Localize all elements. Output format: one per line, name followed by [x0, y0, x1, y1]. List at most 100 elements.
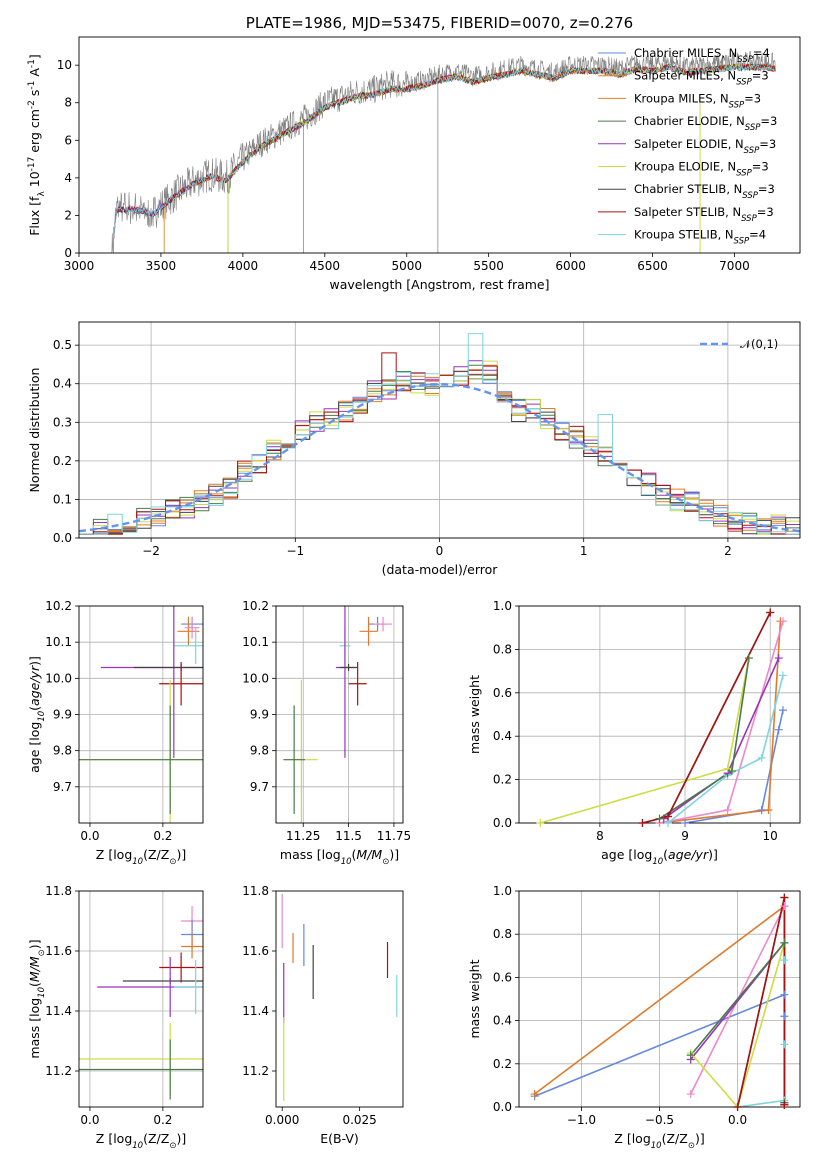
x-tick-label: 5000	[391, 259, 422, 273]
y-axis-label: Flux [fλ 10-17 erg cm-2 s-1 A-1]	[27, 54, 47, 236]
errorbar-point	[181, 934, 203, 959]
x-tick-label: 4000	[228, 259, 259, 273]
y-tick-label: 11.8	[242, 884, 269, 898]
legend-entry: Salpeter MILES, NSSP=3	[634, 69, 769, 88]
x-tick-label: 0	[436, 544, 444, 558]
normal-curve	[79, 382, 800, 533]
weight-marker	[733, 1103, 742, 1111]
errorbar-point	[348, 662, 367, 706]
weight-marker	[778, 706, 787, 715]
legend-entry: Chabrier STELIB, NSSP=3	[634, 182, 775, 201]
y-axis-label: mass weight	[467, 959, 482, 1038]
errorbar-point	[373, 616, 393, 632]
errorbar-point	[184, 616, 200, 639]
y-tick-label: 10.1	[45, 635, 72, 649]
weight-marker	[686, 1090, 695, 1099]
histogram-step	[79, 333, 800, 535]
x-tick-label: 6000	[555, 259, 586, 273]
panel-z-vs-age: 0.0 0.2 9.7 9.8 9.9 10.0 10.1 10.2 Z [log10(Z/Z⊙…	[27, 599, 204, 867]
plot-area	[540, 612, 784, 823]
x-tick-label: 5500	[473, 259, 504, 273]
y-tick-label: 6	[64, 133, 72, 147]
y-tick-label: 11.6	[45, 944, 72, 958]
y-tick-label: 0.2	[493, 773, 512, 787]
x-tick-label: 9	[681, 829, 689, 843]
x-axis-label: mass [log10(M/M⊙)]	[280, 847, 399, 867]
x-axis-label: Z [log10(Z/Z⊙)]	[96, 847, 186, 867]
x-tick-label: −1.0	[567, 1113, 596, 1127]
x-axis-label: Z [log10(Z/Z⊙)]	[96, 1131, 186, 1151]
weight-marker	[536, 819, 545, 827]
x-axis-label: wavelength [Angstrom, rest frame]	[329, 277, 549, 292]
weight-marker	[764, 805, 773, 814]
legend-entry: Salpeter ELODIE, NSSP=3	[634, 137, 776, 156]
weight-marker	[780, 990, 789, 999]
y-tick-label: 9.9	[53, 708, 72, 722]
weight-marker	[655, 814, 664, 823]
x-tick-label: 0.2	[153, 829, 172, 843]
plot-area	[79, 606, 203, 823]
y-tick-label: 0.2	[53, 454, 72, 468]
x-tick-label: 0.0	[728, 1113, 747, 1127]
y-tick-label: 0.2	[493, 1057, 512, 1071]
weight-marker	[766, 608, 775, 617]
legend-entry: 𝒩(0,1)	[740, 337, 778, 351]
errorbar-point	[97, 957, 203, 1017]
y-tick-label: 0.8	[493, 642, 512, 656]
weight-marker	[638, 819, 647, 827]
y-tick-label: 0.8	[493, 927, 512, 941]
weight-marker	[723, 805, 732, 814]
y-tick-label: 10	[57, 58, 72, 72]
x-tick-label: 11.25	[286, 829, 320, 843]
x-tick-label: −2	[142, 544, 160, 558]
y-axis-label: age [log10(age/yr)]	[27, 656, 47, 773]
errorbar-point	[283, 705, 306, 814]
model-line	[113, 63, 776, 253]
weight-line	[736, 897, 786, 1107]
plot-area	[111, 50, 776, 253]
weight-line	[684, 710, 784, 823]
legend-entry: Salpeter STELIB, NSSP=3	[634, 205, 774, 224]
weight-marker	[778, 671, 787, 680]
weight-line	[659, 621, 782, 823]
weight-line	[663, 657, 780, 820]
y-tick-label: 9.8	[250, 744, 269, 758]
weight-marker	[780, 938, 789, 947]
y-tick-label: 0	[64, 246, 72, 260]
y-tick-label: 0.6	[493, 970, 512, 984]
legend-entry: Chabrier MILES, NSSP=4	[634, 46, 770, 65]
y-tick-label: 11.8	[45, 884, 72, 898]
legend-entry: Kroupa STELIB, NSSP=4	[634, 228, 766, 247]
x-tick-label: 0.0	[80, 829, 99, 843]
weight-marker	[686, 1051, 695, 1060]
y-tick-label: 10.2	[242, 599, 269, 613]
legend-entry: Kroupa ELODIE, NSSP=3	[634, 160, 769, 179]
y-tick-label: 0.4	[53, 377, 72, 391]
y-tick-label: 0.4	[493, 729, 512, 743]
y-tick-label: 0.3	[53, 415, 72, 429]
panel-age-vs-weight: 8 9 10 0.0 0.2 0.4 0.6 0.8 1.0 age [log10(age/yr)…	[467, 599, 801, 867]
x-tick-label: 3500	[146, 259, 177, 273]
weight-marker	[757, 753, 766, 762]
panel-ebv-vs-mass: 0.000 0.025 11.2 11.4 11.6 11.8 E(B-V)	[242, 884, 404, 1146]
weight-marker	[757, 805, 766, 814]
y-tick-label: 11.6	[242, 944, 269, 958]
plot-area	[79, 906, 203, 1100]
y-tick-label: 10.0	[242, 671, 269, 685]
legend-entry: Chabrier ELODIE, NSSP=3	[634, 114, 777, 133]
y-tick-label: 11.2	[242, 1064, 269, 1078]
weight-marker	[723, 764, 732, 773]
errorbar-point	[159, 662, 203, 706]
errorbar-point	[79, 705, 203, 814]
errorbar-point	[79, 1039, 203, 1100]
x-tick-label: 8	[596, 829, 604, 843]
errorbar-point	[173, 960, 203, 1014]
y-tick-label: 0.4	[493, 1014, 512, 1028]
errorbar-point	[339, 663, 358, 672]
y-tick-label: 0.0	[53, 531, 72, 545]
panel-mass-vs-age: 11.25 11.5 11.75 9.7 9.8 9.9 10.0 10.1 10.2 mass …	[242, 599, 411, 867]
y-tick-label: 0.5	[53, 338, 72, 352]
x-tick-label: 11.75	[377, 829, 411, 843]
y-tick-label: 0.0	[493, 816, 512, 830]
